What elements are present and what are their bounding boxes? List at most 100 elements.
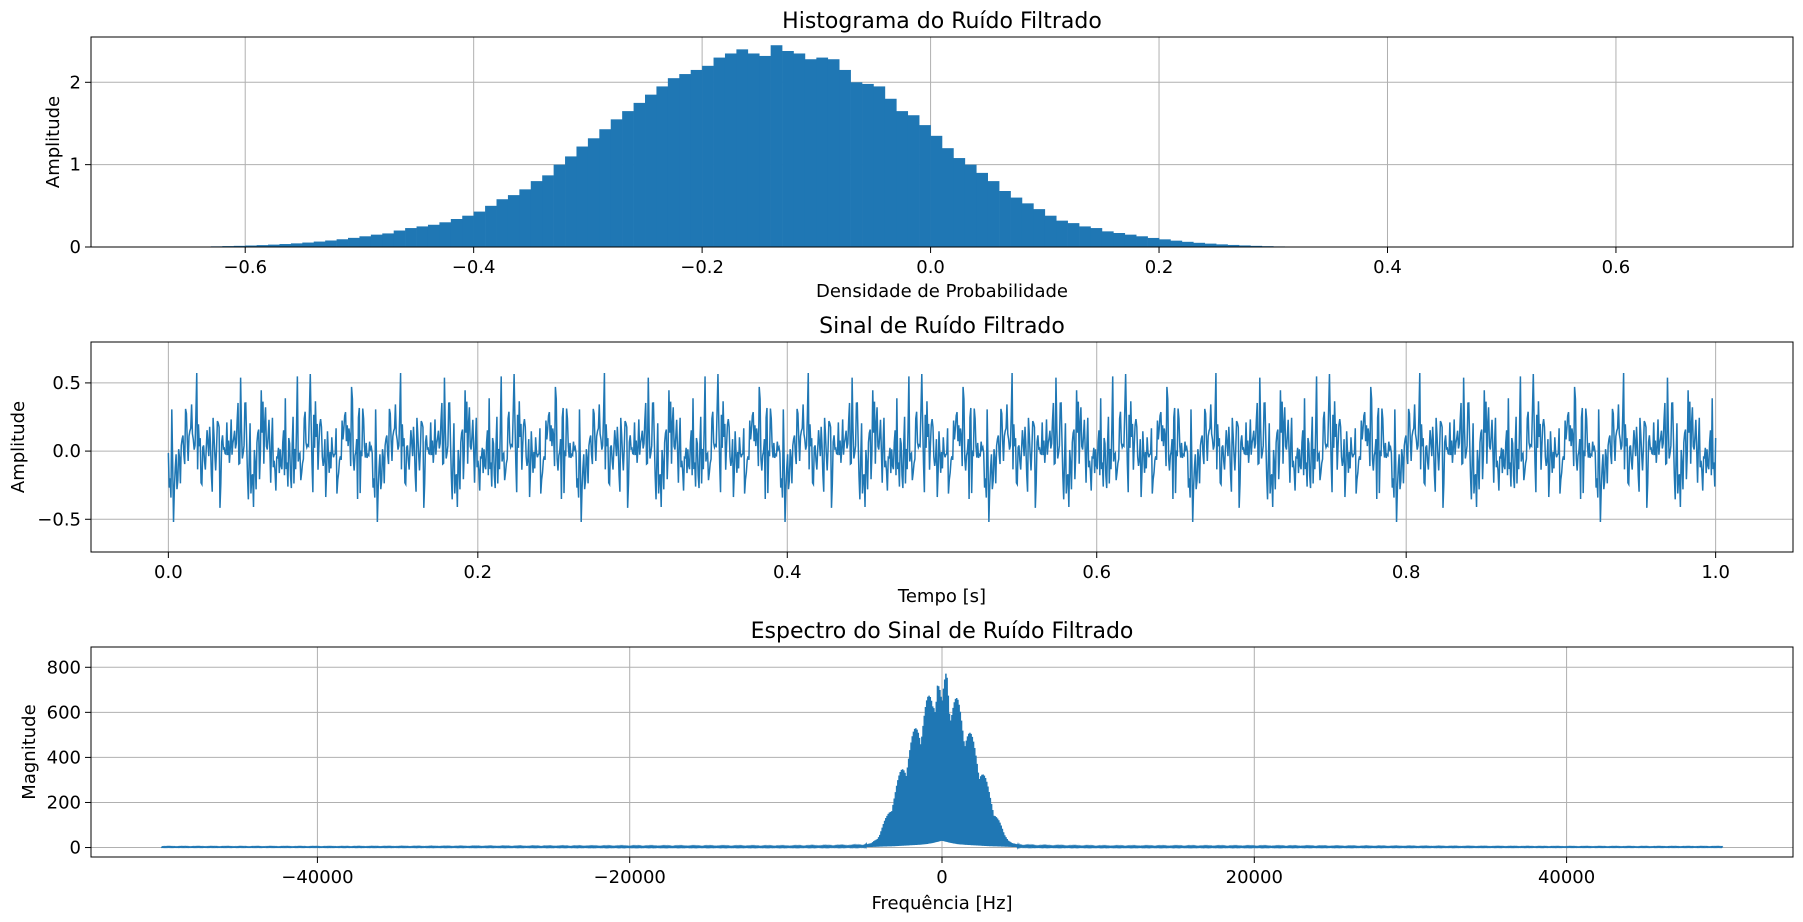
histogram-bar <box>759 55 771 247</box>
histogram-bar <box>679 74 691 247</box>
histogram-bar <box>724 53 737 248</box>
histogram-bar <box>884 98 897 247</box>
x-tick-label: 20000 <box>1226 867 1283 888</box>
histogram-bar <box>450 219 463 247</box>
histogram-bar <box>873 86 886 247</box>
histogram-bar <box>302 242 315 247</box>
histogram-bar <box>1159 239 1171 247</box>
signal-frame <box>90 341 1794 553</box>
y-tick-label: 400 <box>47 747 81 768</box>
histogram-bar <box>919 125 931 247</box>
histogram-bar <box>690 69 703 247</box>
y-tick-label: 200 <box>47 792 81 813</box>
histogram-bar <box>279 244 292 247</box>
histogram-title: Histograma do Ruído Filtrado <box>782 9 1102 34</box>
x-tick-label: 0.8 <box>1392 562 1421 583</box>
histogram-bar <box>633 102 646 247</box>
x-tick-label: −0.4 <box>452 257 496 278</box>
x-tick-label: 40000 <box>1538 867 1595 888</box>
histogram-bar <box>1101 231 1114 247</box>
histogram-bar <box>1067 223 1080 247</box>
x-tick-label: 0.0 <box>154 562 183 583</box>
histogram-bar <box>1147 237 1160 247</box>
histogram-bar <box>485 205 497 247</box>
histogram-bar <box>1238 245 1251 247</box>
histogram-bar <box>964 164 977 247</box>
spectrum-title: Espectro do Sinal de Ruído Filtrado <box>751 619 1134 644</box>
histogram-bar <box>804 59 817 248</box>
histogram-bar <box>987 181 1000 247</box>
histogram-bar <box>405 228 417 247</box>
histogram-bar <box>382 233 395 247</box>
histogram-bar <box>610 119 623 247</box>
histogram-bar <box>896 111 909 247</box>
y-tick-label: −0.5 <box>37 509 81 530</box>
histogram-bar <box>1021 203 1034 247</box>
histogram-bar <box>393 230 406 247</box>
histogram-bar <box>336 239 349 247</box>
histogram-bar <box>256 245 269 247</box>
signal-line-layer <box>167 373 1717 523</box>
signal-xlabel: Tempo [s] <box>897 586 986 607</box>
histogram-frame <box>90 36 1794 248</box>
histogram-bar <box>1056 220 1068 247</box>
histogram-bar <box>1113 233 1126 247</box>
histogram-bar <box>645 94 657 247</box>
histogram-bar <box>542 175 554 247</box>
histogram-bar <box>416 226 429 247</box>
signal-ylabel: Amplitude <box>8 401 29 493</box>
histogram-bar <box>976 172 988 247</box>
spectrum-line <box>160 673 1724 850</box>
x-tick-label: 0.4 <box>773 562 802 583</box>
x-tick-label: 0.6 <box>1082 562 1111 583</box>
spectrum-axes: −40000 −20000 0 20000 40000 0 200 400 600 800 Esp… <box>19 619 1794 914</box>
histogram-bar <box>1193 242 1206 247</box>
signal-title: Sinal de Ruído Filtrado <box>819 314 1065 339</box>
histogram-bar <box>1170 240 1183 247</box>
x-tick-label: −20000 <box>594 867 666 888</box>
histogram-bar <box>702 65 714 247</box>
histogram-bar <box>553 164 566 247</box>
histogram-bar <box>427 224 440 247</box>
x-tick-label: 0.6 <box>1602 257 1631 278</box>
y-tick-label: 1 <box>70 155 81 176</box>
x-tick-label: 0.2 <box>463 562 492 583</box>
x-tick-label: 1.0 <box>1701 562 1730 583</box>
histogram-bar <box>439 222 452 247</box>
histogram-bars <box>153 45 1354 248</box>
histogram-bar <box>313 241 326 247</box>
histogram-bar <box>1010 197 1023 247</box>
histogram-bar <box>839 69 851 247</box>
signal-axes: 0.0 0.2 0.4 0.6 0.8 1.0 −0.5 0.0 0.5 Sinal de Ru… <box>8 314 1794 607</box>
histogram-ticks: −0.6 −0.4 −0.2 0.0 0.2 0.4 0.6 0 1 2 <box>70 72 1631 278</box>
spectrum-line-layer <box>160 673 1724 850</box>
histogram-bar <box>496 199 509 247</box>
histogram-bar <box>1204 243 1217 247</box>
histogram-bar <box>622 111 634 247</box>
spectrum-xlabel: Frequência [Hz] <box>871 893 1012 914</box>
x-tick-label: 0 <box>936 867 947 888</box>
histogram-bar <box>576 146 589 247</box>
histogram-bar <box>1044 215 1057 247</box>
histogram-bar <box>942 148 954 247</box>
signal-line <box>167 373 1717 523</box>
y-tick-label: 0 <box>70 838 81 859</box>
histogram-bar <box>1033 209 1046 247</box>
histogram-bar <box>1181 241 1194 247</box>
histogram-bar <box>370 234 383 247</box>
histogram-bar <box>1124 234 1137 247</box>
y-tick-label: 0 <box>70 237 81 258</box>
histogram-bar <box>747 53 760 248</box>
histogram-bar <box>1079 226 1091 247</box>
histogram-bar <box>290 243 303 247</box>
x-tick-label: −0.6 <box>223 257 267 278</box>
histogram-bar <box>827 59 840 248</box>
histogram-bar <box>599 129 612 247</box>
histogram-bar <box>359 236 372 247</box>
histogram-xlabel: Densidade de Probabilidade <box>816 281 1068 302</box>
histogram-bar <box>587 138 600 247</box>
histogram-bar <box>473 211 486 247</box>
histogram-bar <box>233 245 246 247</box>
histogram-bar <box>907 115 920 247</box>
